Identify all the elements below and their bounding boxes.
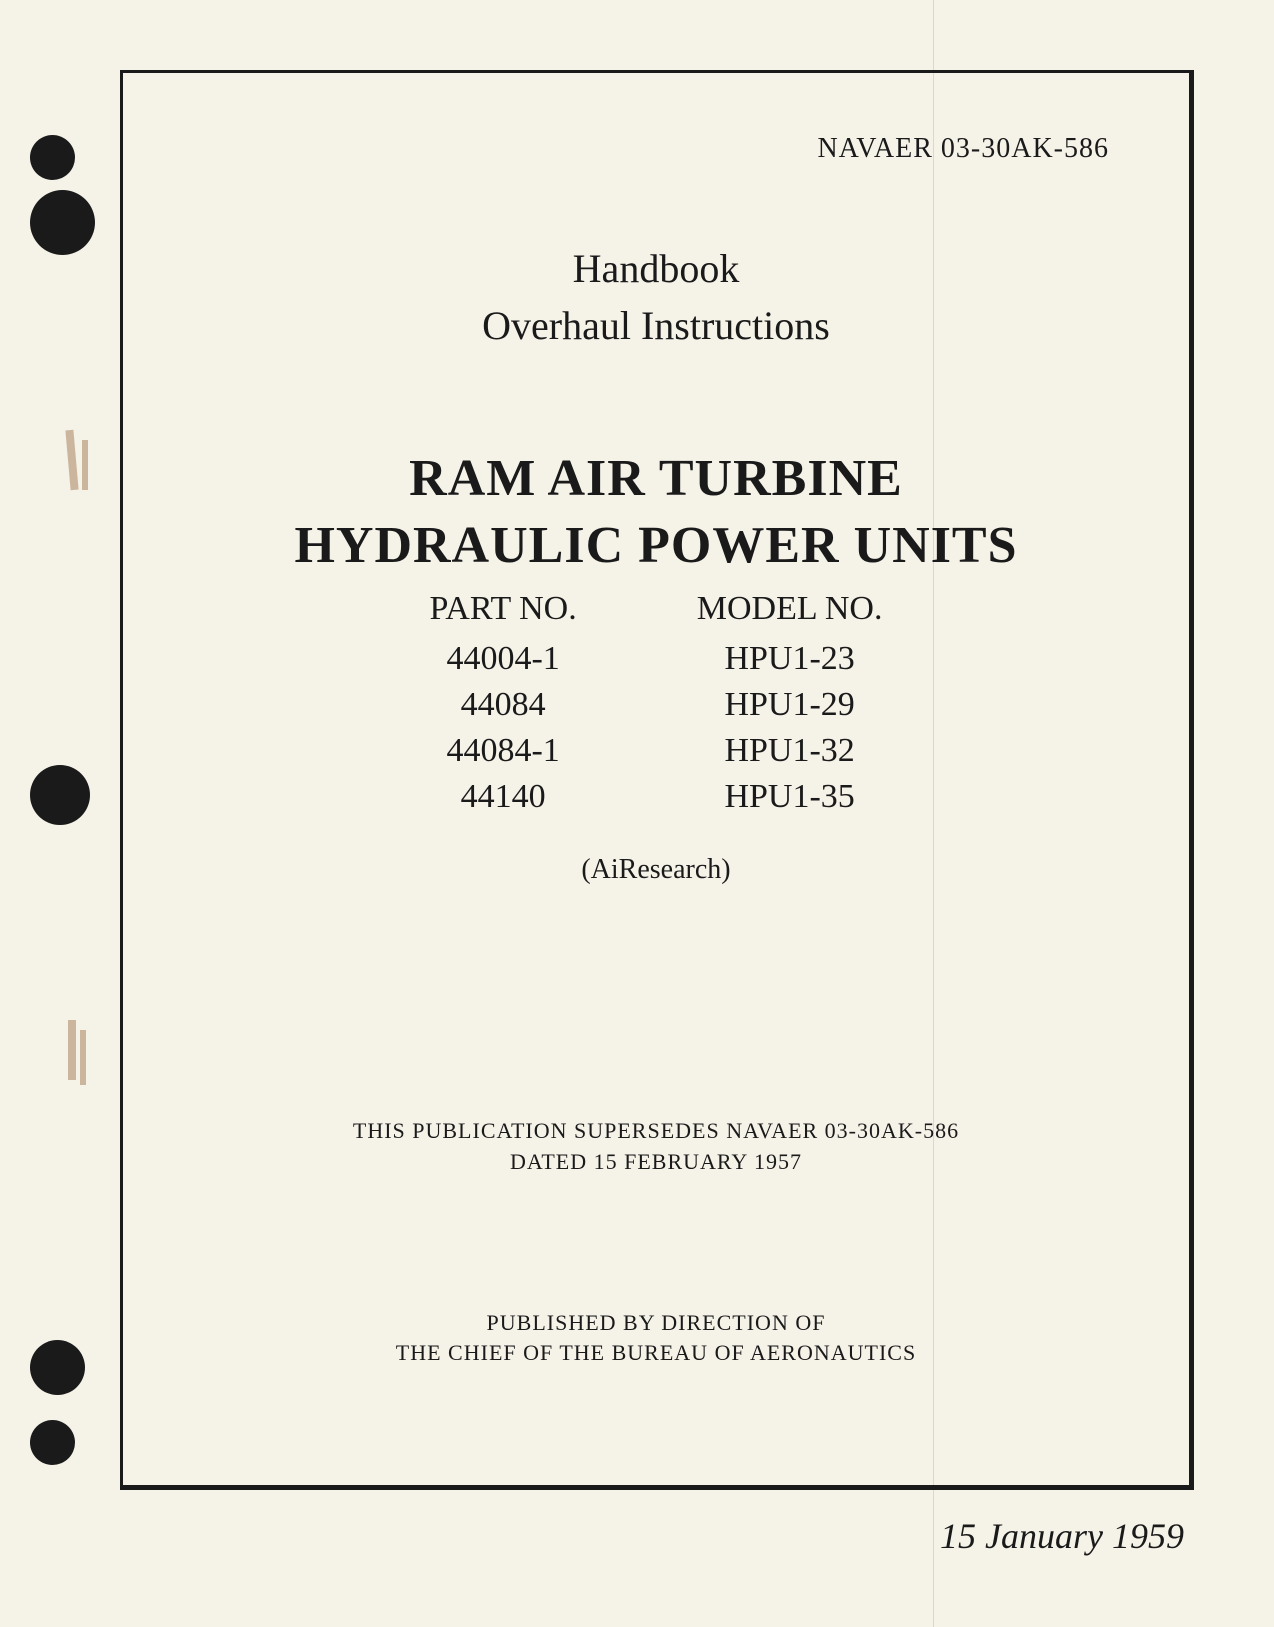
model-number: HPU1-23 bbox=[697, 640, 883, 678]
supersedes-notice: THIS PUBLICATION SUPERSEDES NAVAER 03-30… bbox=[203, 1116, 1109, 1178]
model-no-header: MODEL NO. bbox=[697, 590, 883, 628]
supersedes-line-2: DATED 15 FEBRUARY 1957 bbox=[203, 1147, 1109, 1178]
parts-models-table: PART NO. 44004-1 44084 44084-1 44140 MOD… bbox=[203, 590, 1109, 824]
content-frame: NAVAER 03-30AK-586 Handbook Overhaul Ins… bbox=[120, 70, 1194, 1490]
publication-date: 15 January 1959 bbox=[120, 1515, 1194, 1557]
publisher-line-2: THE CHIEF OF THE BUREAU OF AERONAUTICS bbox=[203, 1338, 1109, 1369]
main-title-line-2: HYDRAULIC POWER UNITS bbox=[203, 516, 1109, 575]
part-number: 44004-1 bbox=[430, 640, 577, 678]
handbook-label: Handbook bbox=[203, 245, 1109, 292]
publisher-line-1: PUBLISHED BY DIRECTION OF bbox=[203, 1308, 1109, 1339]
part-no-header: PART NO. bbox=[430, 590, 577, 628]
publisher-notice: PUBLISHED BY DIRECTION OF THE CHIEF OF T… bbox=[203, 1308, 1109, 1370]
model-number: HPU1-35 bbox=[697, 778, 883, 816]
part-number: 44084-1 bbox=[430, 732, 577, 770]
document-page: NAVAER 03-30AK-586 Handbook Overhaul Ins… bbox=[0, 0, 1274, 1627]
part-number: 44084 bbox=[430, 686, 577, 724]
document-number: NAVAER 03-30AK-586 bbox=[203, 133, 1109, 165]
part-number-column: PART NO. 44004-1 44084 44084-1 44140 bbox=[430, 590, 577, 824]
document-subtitle: Overhaul Instructions bbox=[203, 302, 1109, 349]
main-title-line-1: RAM AIR TURBINE bbox=[203, 449, 1109, 508]
model-number-column: MODEL NO. HPU1-23 HPU1-29 HPU1-32 HPU1-3… bbox=[697, 590, 883, 824]
model-number: HPU1-29 bbox=[697, 686, 883, 724]
manufacturer-label: (AiResearch) bbox=[203, 854, 1109, 886]
model-number: HPU1-32 bbox=[697, 732, 883, 770]
part-number: 44140 bbox=[430, 778, 577, 816]
supersedes-line-1: THIS PUBLICATION SUPERSEDES NAVAER 03-30… bbox=[203, 1116, 1109, 1147]
